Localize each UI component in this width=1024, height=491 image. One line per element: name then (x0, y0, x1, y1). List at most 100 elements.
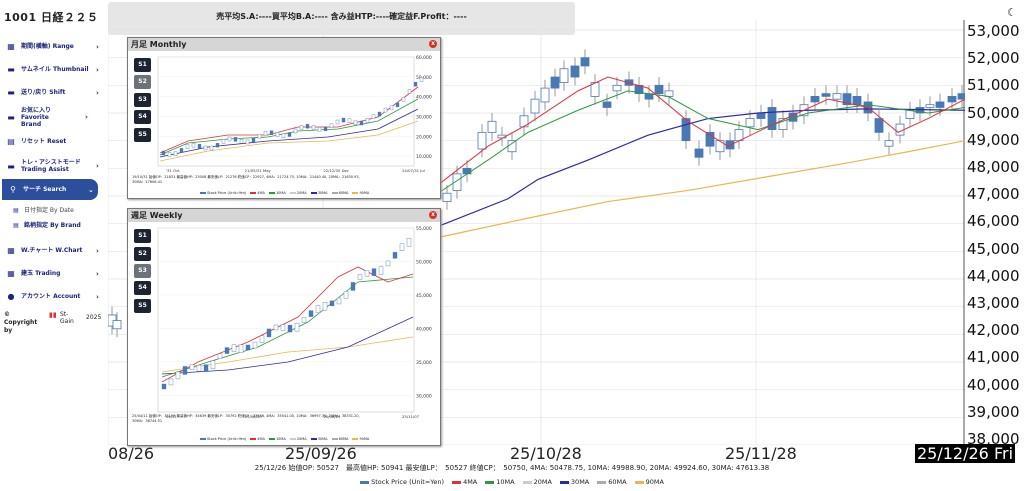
candle-body (215, 143, 220, 148)
sidebar-item-label: リセット Reset (21, 138, 67, 145)
chevron-right-icon: › (96, 88, 99, 97)
legend-item: 4MA (452, 478, 477, 486)
candle-body (329, 300, 335, 307)
legend-swatch (310, 438, 317, 440)
candle-body (654, 84, 664, 95)
y-tick-label: 46,000 (967, 212, 1020, 231)
candle-body (221, 139, 226, 144)
candle-body (905, 109, 915, 119)
legend-swatch (310, 192, 317, 194)
reset-icon: ▤ (7, 137, 15, 146)
copyright-year: 2025 (86, 314, 102, 321)
legend-item: 4MA (250, 437, 265, 441)
s5-button[interactable]: S5 (134, 128, 151, 142)
candle-body (401, 97, 406, 102)
candle-body (239, 139, 244, 144)
legend-swatch (250, 192, 257, 194)
s3-button[interactable]: S3 (134, 93, 151, 107)
y-tick-label: 51,000 (967, 76, 1020, 95)
sidebar-item-search[interactable]: ⚲ サーチ Search ⌄ (2, 179, 98, 200)
chevron-right-icon: › (96, 162, 99, 170)
sidebar-item-trading[interactable]: ▦ 建玉 Trading › (0, 263, 106, 284)
s1-button[interactable]: S1 (134, 58, 151, 72)
weekly-chart-popup[interactable]: 週足 Weekly x S1 S2 S3 S4 S5 55,000 50,000 45… (127, 208, 441, 446)
candle-body (341, 117, 346, 123)
candle-body (266, 328, 272, 338)
candle-body (947, 96, 957, 103)
legend-swatch (360, 480, 370, 484)
ma10-line (161, 276, 414, 378)
s2-button[interactable]: S2 (134, 247, 151, 261)
candle-body (259, 335, 265, 343)
monthly-chart-popup[interactable]: 月足 Monthly x S1 S2 S3 S4 S5 60,000 50,000 4… (127, 37, 441, 199)
candle-body (681, 118, 691, 142)
legend-item: 30MA (310, 191, 328, 195)
candle-body (559, 68, 569, 83)
candle-body (189, 364, 195, 370)
candle-body (161, 383, 167, 390)
legend-item: 90MA (352, 191, 369, 195)
candle-body (357, 274, 363, 280)
legend-item: 90MA (352, 437, 369, 441)
candle-body (335, 119, 340, 125)
moon-icon[interactable]: ☾ (1007, 6, 1017, 19)
legend-item: 10MA (268, 191, 286, 195)
legend-label: 90MA (359, 191, 370, 195)
ma90-line (437, 140, 965, 239)
close-icon[interactable]: x (429, 211, 437, 219)
legend-swatch (250, 438, 257, 440)
x-tick-label: 25/11/07 (402, 414, 420, 419)
weekly-popup-header[interactable]: 週足 Weekly x (128, 209, 440, 222)
chevron-right-icon: › (96, 65, 99, 74)
chart-legend: Stock Price (Unit=Yen) 4MA 10MA 20MA 30MA 60M… (0, 478, 1024, 486)
candle-body (336, 297, 342, 305)
candle-body (452, 173, 462, 191)
monthly-popup-header[interactable]: 月足 Monthly x (128, 38, 440, 51)
s1-button[interactable]: S1 (134, 229, 151, 243)
sidebar-subitem-by-date[interactable]: ▤ 日付指定 By Date (0, 204, 106, 217)
s4-button[interactable]: S4 (134, 281, 151, 295)
legend-label: 4MA (257, 191, 265, 195)
candle-body (175, 371, 181, 380)
candle-body (252, 341, 258, 349)
candle-body (874, 118, 884, 133)
candle-body (935, 101, 945, 108)
s4-button[interactable]: S4 (134, 110, 151, 124)
close-icon[interactable]: x (429, 40, 437, 48)
candle-body (245, 344, 251, 351)
monthly-title: 月足 Monthly (131, 40, 187, 49)
chevron-right-icon: › (96, 42, 99, 51)
sidebar-item-shift[interactable]: ▬ 送り/戻り Shift › (0, 82, 106, 103)
sidebar-item-account[interactable]: ● アカウント Account › (0, 286, 106, 307)
candle-body (305, 124, 310, 129)
x-tick-label: 21/05/31 May (245, 168, 272, 173)
candle-body (413, 82, 418, 87)
legend-swatch (268, 192, 275, 194)
legend-label: 90MA (359, 437, 370, 441)
sidebar-item-trading-assist[interactable]: ▬ トレ・アシストモード Trading Assist › (0, 154, 106, 178)
candle-body (540, 87, 550, 103)
s2-button[interactable]: S2 (134, 75, 151, 89)
candle-body (185, 144, 190, 149)
sidebar-item-wchart[interactable]: ▦ W.チャート W.Chart › (0, 240, 106, 261)
s5-button[interactable]: S5 (134, 299, 151, 313)
candle-body (350, 282, 356, 291)
candle-body (694, 148, 704, 158)
y-tick-label: 45,000 (416, 293, 432, 299)
legend-item: 60MA (331, 191, 349, 195)
sidebar-item-range[interactable]: ▦ 期間(横軸) Range › (0, 36, 106, 57)
x-tick-label: 25/08/29 (323, 414, 341, 419)
sidebar-item-thumbnail[interactable]: ▬ サムネイル Thumbnail › (0, 59, 106, 80)
sidebar-subitem-by-brand[interactable]: ▤ 銘柄指定 By Brand (0, 219, 106, 232)
candle-body (371, 114, 376, 119)
sidebar-item-reset[interactable]: ▤ リセット Reset (0, 131, 106, 152)
candle-body (399, 243, 405, 252)
legend-label: 60MA (338, 191, 349, 195)
y-tick-label: 43,000 (967, 294, 1020, 312)
sidebar-item-favorite[interactable]: ▬ お気に入り Favorite Brand › (0, 105, 106, 129)
y-tick-label: 40,000 (416, 326, 432, 332)
copyright: © Copyright by ▮▮ St-Gain 2025 (4, 311, 104, 335)
s3-button[interactable]: S3 (134, 264, 151, 278)
legend-label: 60MA (608, 478, 627, 486)
